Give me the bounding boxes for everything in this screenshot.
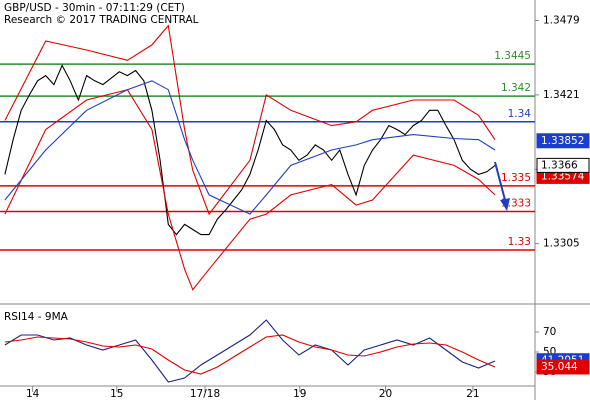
y-tick-label: 1.3421 — [543, 89, 580, 101]
x-tick-label: 20 — [379, 388, 392, 400]
panel-title: RSI14 - 9MA — [4, 311, 69, 323]
arrow — [494, 161, 506, 201]
plot-layer: 1.34791.34211.33631.33051.34451.3421.341… — [0, 15, 590, 400]
level-label: 1.335 — [501, 172, 531, 184]
level-label: 1.33 — [508, 236, 531, 248]
chart-subtitle: Research © 2017 TRADING CENTRAL — [4, 14, 199, 26]
chart-title: GBP/USD - 30min - 07:11:29 (CET) — [4, 2, 185, 14]
level-label: 1.34 — [508, 108, 532, 120]
y-tick-label: 1.3305 — [543, 238, 580, 250]
price-badge-label: 1.3366 — [541, 159, 578, 171]
x-tick-label: 21 — [466, 388, 479, 400]
level-label: 1.3445 — [494, 50, 531, 62]
price-badge-label: 1.33574 — [541, 170, 585, 182]
series-line — [4, 334, 496, 375]
series-line — [4, 80, 496, 215]
level-label: 1.342 — [501, 82, 531, 94]
price-badge-label: 1.33852 — [541, 135, 584, 147]
x-tick-label: 15 — [110, 388, 123, 400]
price-badge — [536, 133, 590, 149]
y-tick-label: 1.3479 — [543, 15, 580, 27]
arrow-head — [500, 198, 510, 211]
x-tick-label: 17/18 — [190, 388, 220, 400]
series-line — [4, 64, 496, 236]
series-line — [4, 24, 496, 216]
y-tick-label: 70 — [543, 326, 556, 338]
series-line — [4, 319, 496, 383]
price-badge-label: 35.044 — [541, 361, 578, 373]
x-tick-label: 19 — [293, 388, 306, 400]
x-tick-label: 14 — [26, 388, 40, 400]
price-badge — [536, 157, 590, 173]
price-badge — [536, 359, 590, 375]
